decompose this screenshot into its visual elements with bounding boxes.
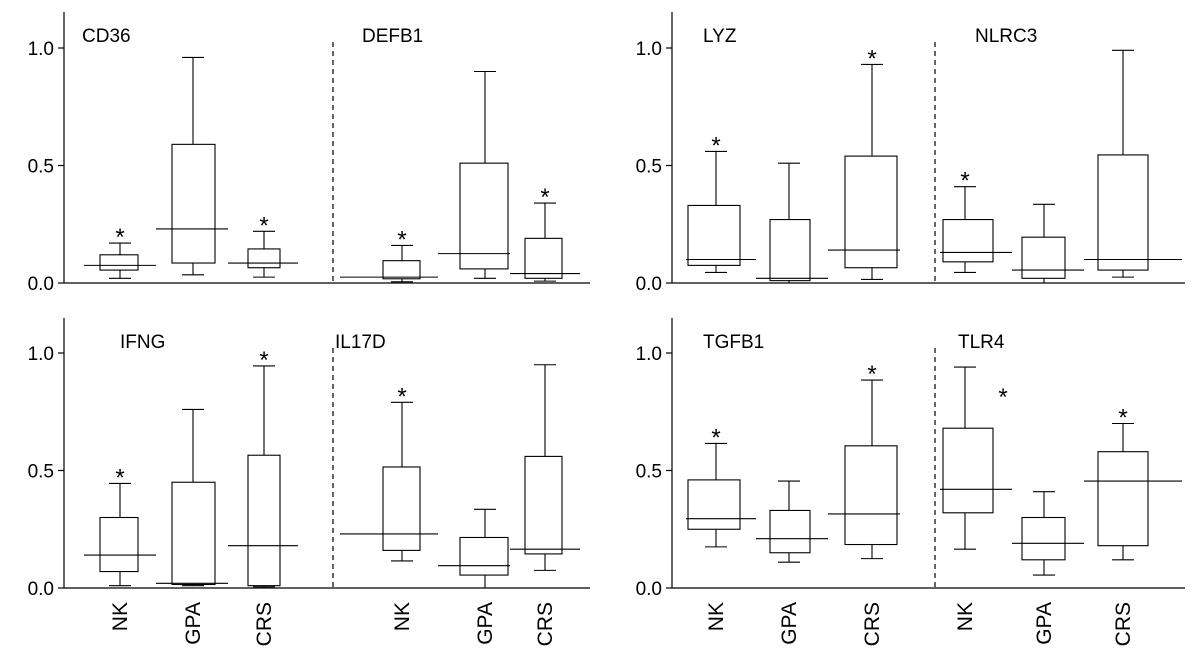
box-NK [99,516,139,573]
y-tick-label: 1.0 [636,39,662,60]
x-category-label: NK [109,602,132,631]
significance-star: * [259,212,268,239]
x-category-label: GPA [474,602,497,645]
significance-star: * [867,45,876,72]
x-category-label: CRS [253,602,276,646]
significance-star: * [259,347,268,374]
y-tick-label: 1.0 [636,344,662,365]
x-category-label: CRS [1112,602,1135,646]
significance-star: * [867,361,876,388]
box-GPA [171,143,216,264]
gene-label: IL17D [335,332,386,353]
box-CRS [844,445,898,546]
significance-star: * [1118,405,1127,432]
x-category-label: NK [391,602,414,631]
box-NK [687,479,741,530]
gene-label: DEFB1 [362,26,423,47]
y-tick-label: 0.0 [28,274,54,295]
y-tick-label: 0.5 [636,157,662,178]
box-CRS [247,248,281,269]
significance-star: * [115,224,124,251]
gene-label: CD36 [82,26,131,47]
x-category-label: NK [954,602,977,631]
y-tick-label: 1.0 [28,344,54,365]
box-NK [99,254,139,271]
box-CRS [524,237,563,279]
significance-star: * [397,226,406,253]
significance-star: * [998,384,1007,411]
box-GPA [459,536,509,576]
gene-label: NLRC3 [975,26,1037,47]
box-GPA [769,509,811,554]
box-GPA [1021,516,1066,561]
gene-label: IFNG [120,332,165,353]
x-category-label: GPA [182,602,205,645]
x-category-label: CRS [861,602,884,646]
box-GPA [769,219,811,282]
y-tick-label: 0.0 [636,274,662,295]
y-tick-label: 0.5 [636,462,662,483]
box-NK [382,260,421,280]
significance-star: * [540,184,549,211]
box-NK [942,219,994,263]
significance-star: * [397,383,406,410]
box-CRS [1097,154,1149,271]
y-tick-label: 0.0 [636,579,662,600]
x-category-label: NK [705,602,728,631]
box-NK [687,204,741,266]
y-tick-label: 0.5 [28,462,54,483]
significance-star: * [711,424,720,451]
gene-label: LYZ [703,26,737,47]
box-CRS [844,155,898,269]
significance-star: * [711,132,720,159]
box-NK [382,466,421,551]
x-category-label: GPA [778,602,801,645]
y-tick-label: 0.5 [28,157,54,178]
gene-label: TGFB1 [703,332,764,353]
y-tick-label: 0.0 [28,579,54,600]
x-category-label: CRS [534,602,557,646]
box-NK [942,427,994,514]
y-tick-label: 1.0 [28,39,54,60]
significance-star: * [960,168,969,195]
gene-label: TLR4 [958,332,1005,353]
box-GPA [459,162,509,270]
box-CRS [247,454,281,587]
box-CRS [1097,451,1149,547]
box-CRS [524,455,563,555]
box-GPA [171,481,216,586]
box-GPA [1021,236,1066,279]
significance-star: * [115,464,124,491]
x-category-label: GPA [1033,602,1056,645]
